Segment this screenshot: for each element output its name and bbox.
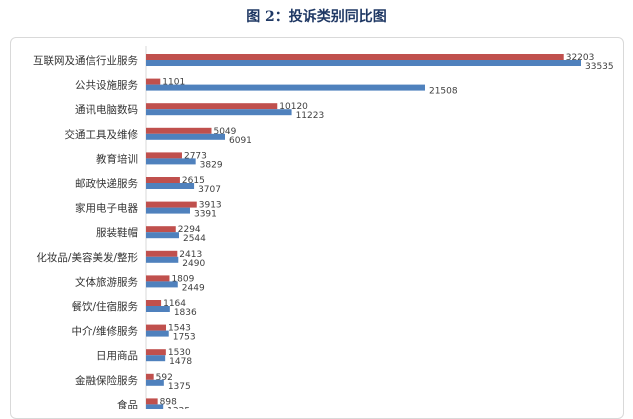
data-label-series-1: 5049 xyxy=(213,127,236,137)
bar-series-2 xyxy=(146,84,425,91)
bar-series-1 xyxy=(146,275,170,282)
bar-series-1 xyxy=(146,324,167,331)
bar-series-1 xyxy=(146,103,278,110)
data-label-series-2: 1836 xyxy=(174,308,197,318)
category-label: 公共设施服务 xyxy=(75,79,138,92)
data-label-series-1: 3913 xyxy=(199,201,222,211)
data-label-series-1: 1809 xyxy=(171,274,194,284)
bar-series-2 xyxy=(146,133,226,140)
data-label-series-1: 898 xyxy=(160,397,177,407)
data-label-series-1: 1164 xyxy=(163,299,186,309)
category-label: 互联网及通信行业服务 xyxy=(33,54,138,67)
bar-series-2 xyxy=(146,355,166,362)
category-label: 服装鞋帽 xyxy=(96,226,138,239)
bar-series-1 xyxy=(146,127,212,134)
category-label: 文体旅游服务 xyxy=(75,275,138,288)
bar-series-2 xyxy=(146,109,292,116)
category-label: 食品 xyxy=(117,398,138,409)
data-label-series-1: 1543 xyxy=(168,324,191,334)
bar-series-1 xyxy=(146,152,182,159)
bar-series-2 xyxy=(146,207,190,214)
data-label-series-1: 2615 xyxy=(182,176,205,186)
bar-series-2 xyxy=(146,281,178,288)
data-label-series-2: 11223 xyxy=(296,111,325,121)
bar-series-1 xyxy=(146,250,178,257)
category-label: 金融保险服务 xyxy=(75,374,138,387)
data-label-series-2: 21508 xyxy=(429,87,458,97)
category-label: 通讯电脑数码 xyxy=(75,103,138,116)
bar-series-2 xyxy=(146,60,581,66)
bar-series-1 xyxy=(146,54,564,60)
chart-title: 图 2：投诉类别同比图 xyxy=(246,9,387,25)
data-label-series-2: 2490 xyxy=(182,259,205,269)
category-label: 邮政快递服务 xyxy=(75,177,138,190)
category-label: 餐饮/住宿服务 xyxy=(71,300,138,313)
bar-series-1 xyxy=(146,177,180,183)
category-label: 教育培训 xyxy=(96,152,138,165)
data-label-series-1: 2294 xyxy=(178,225,201,235)
bar-series-2 xyxy=(146,256,179,263)
data-label-series-2: 2449 xyxy=(182,283,205,293)
data-label-series-2: 3391 xyxy=(194,210,217,220)
data-label-series-1: 1530 xyxy=(168,348,191,358)
bar-series-1 xyxy=(146,300,162,306)
bar-series-2 xyxy=(146,379,164,386)
data-label-series-2: 1325 xyxy=(167,406,190,409)
bar-series-2 xyxy=(146,330,169,337)
bar-series-2 xyxy=(146,306,170,312)
category-label: 交通工具及维修 xyxy=(65,128,139,141)
data-label-series-1: 32203 xyxy=(566,53,595,63)
category-label: 化妆品/美容美发/整形 xyxy=(36,251,138,264)
data-label-series-1: 2413 xyxy=(179,250,202,260)
data-label-series-2: 3707 xyxy=(198,185,221,195)
data-label-series-2: 2544 xyxy=(183,234,206,244)
data-label-series-1: 1101 xyxy=(162,78,185,88)
bar-series-2 xyxy=(146,404,164,409)
data-label-series-1: 592 xyxy=(156,373,173,383)
data-label-series-2: 1753 xyxy=(173,333,196,343)
data-label-series-2: 3829 xyxy=(200,160,223,170)
bar-series-1 xyxy=(146,201,197,208)
bar-series-2 xyxy=(146,183,195,189)
bar-series-1 xyxy=(146,373,154,380)
bar-series-1 xyxy=(146,349,166,356)
category-label: 家用电子电器 xyxy=(75,202,138,215)
bar-series-2 xyxy=(146,158,196,165)
category-label: 日用商品 xyxy=(96,349,138,362)
bar-series-1 xyxy=(146,398,158,405)
data-label-series-2: 6091 xyxy=(229,136,252,146)
bar-series-1 xyxy=(146,226,176,233)
data-label-series-2: 1375 xyxy=(168,382,191,392)
data-label-series-2: 33535 xyxy=(585,62,614,72)
bar-series-2 xyxy=(146,232,179,239)
data-label-series-1: 10120 xyxy=(279,102,308,112)
category-label: 中介/维修服务 xyxy=(71,325,138,338)
data-label-series-2: 1478 xyxy=(169,357,192,367)
bar-series-1 xyxy=(146,78,161,85)
data-label-series-1: 2773 xyxy=(184,151,207,161)
